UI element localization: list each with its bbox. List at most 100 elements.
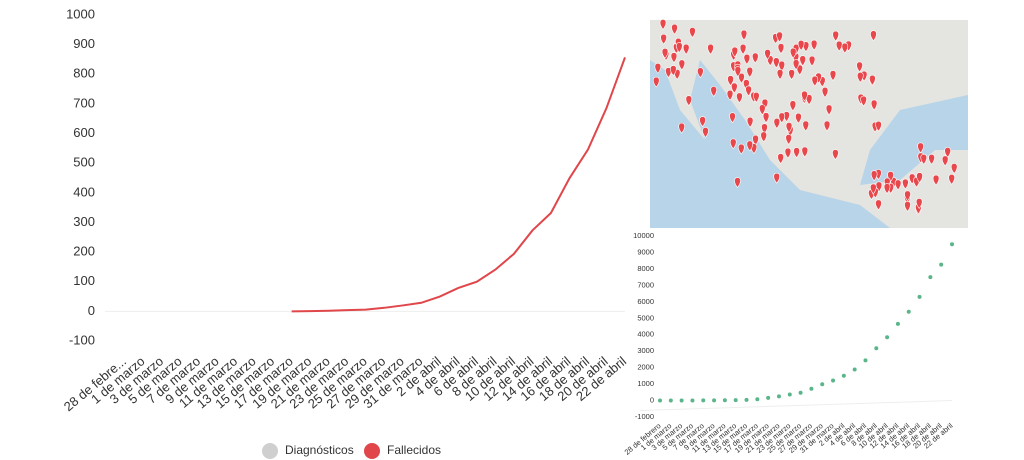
map-marker: [802, 41, 810, 53]
map-marker: [870, 30, 877, 42]
y-tick-label: 9000: [637, 247, 654, 256]
data-point: [841, 373, 846, 378]
y-tick-label: 500: [73, 155, 95, 170]
data-point: [701, 398, 706, 403]
map-marker: [904, 190, 911, 202]
map-marker: [829, 70, 837, 82]
map: [650, 19, 968, 228]
baseline: [639, 400, 953, 412]
map-marker: [685, 95, 693, 107]
map-marker: [746, 66, 754, 78]
data-point: [809, 386, 814, 391]
map-marker: [776, 31, 783, 43]
map-marker: [729, 112, 736, 124]
y-tick-label: 700: [73, 95, 95, 110]
map-marker: [832, 149, 839, 161]
y-tick-label: 400: [73, 184, 95, 199]
map-marker: [821, 87, 829, 98]
map-marker: [789, 100, 797, 112]
map-marker: [762, 112, 770, 124]
data-point: [874, 346, 879, 351]
map-marker: [773, 57, 780, 69]
data-point: [820, 382, 825, 387]
data-point: [885, 335, 890, 340]
y-tick-label: 7000: [637, 280, 654, 289]
data-point: [831, 378, 836, 383]
legend-label: Diagnósticos: [285, 443, 354, 457]
map-marker: [726, 89, 734, 101]
map-marker: [778, 112, 786, 124]
map-marker: [805, 94, 813, 106]
map-marker: [875, 199, 882, 211]
map-marker: [671, 23, 678, 35]
map-marker: [707, 43, 714, 55]
map-marker: [860, 95, 867, 107]
map-marker: [665, 67, 672, 79]
map-marker: [746, 140, 754, 152]
map-marker: [857, 72, 864, 83]
map-marker: [801, 146, 809, 158]
map-marker: [799, 55, 807, 67]
map-marker: [841, 42, 849, 54]
data-point: [863, 358, 868, 363]
map-marker: [883, 183, 891, 195]
map-marker: [832, 30, 839, 42]
map-marker: [916, 172, 923, 184]
data-line: [291, 57, 626, 313]
map-marker: [894, 179, 902, 191]
legend-swatch: [364, 443, 380, 459]
data-point: [917, 294, 922, 299]
map-marker: [785, 134, 793, 145]
map-marker: [789, 47, 797, 59]
data-point: [722, 398, 727, 403]
y-tick-label: 10000: [633, 231, 654, 240]
map-marker: [699, 116, 706, 128]
data-point: [939, 262, 944, 267]
map-marker: [734, 66, 742, 78]
map-marker: [802, 120, 810, 132]
map-marker: [808, 55, 816, 67]
map-marker: [743, 53, 751, 65]
data-point: [906, 309, 911, 314]
map-marker: [917, 142, 924, 154]
map-marker: [777, 43, 785, 55]
map-marker: [697, 67, 704, 79]
map-marker: [689, 27, 696, 38]
data-point: [658, 398, 662, 403]
map-marker: [659, 19, 667, 30]
map-marker: [932, 174, 940, 186]
map-marker: [736, 92, 743, 104]
map-marker: [902, 178, 909, 190]
map-marker: [870, 99, 878, 111]
map-marker: [731, 82, 738, 94]
map-marker: [727, 75, 734, 87]
y-tick-label: 8000: [637, 264, 654, 273]
y-tick-label: 800: [73, 66, 95, 81]
map-marker: [710, 86, 718, 97]
legend-swatch: [262, 443, 278, 459]
map-marker: [734, 177, 741, 189]
data-point: [755, 397, 760, 402]
data-point: [950, 242, 954, 247]
y-tick-label: 3000: [637, 346, 654, 355]
map-marker: [823, 120, 831, 132]
map-marker: [825, 104, 833, 116]
map-marker: [792, 59, 800, 71]
map-marker: [920, 154, 928, 165]
data-point: [679, 398, 684, 403]
y-tick-label: 2000: [637, 363, 654, 372]
data-point: [712, 398, 717, 403]
y-tick-label: -1000: [635, 412, 654, 421]
map-marker: [654, 63, 662, 74]
map-marker: [810, 39, 818, 51]
map-marker: [773, 118, 781, 129]
map-marker: [752, 134, 759, 146]
y-tick-label: 200: [73, 244, 95, 259]
map-marker: [784, 147, 792, 159]
data-point: [928, 275, 933, 280]
y-tick-label: 900: [73, 36, 95, 51]
y-tick-label: 6000: [637, 297, 654, 306]
map-marker: [948, 174, 955, 185]
